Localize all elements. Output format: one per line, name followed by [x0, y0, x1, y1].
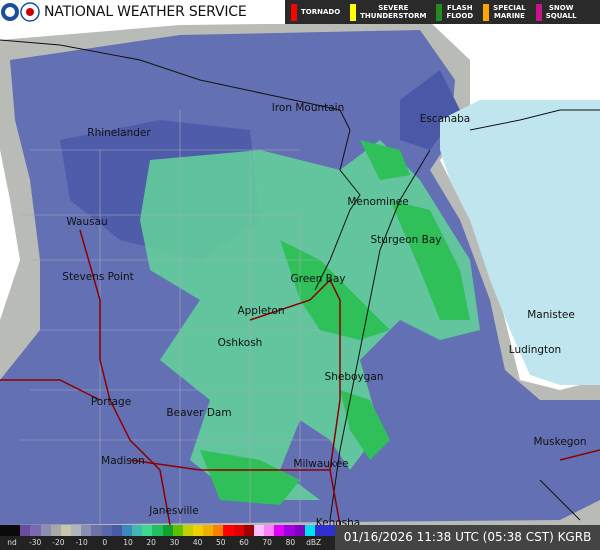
legend-item: FLASH FLOOD — [436, 3, 474, 21]
legend-item: SEVERE THUNDERSTORM — [350, 3, 427, 21]
city-label: Beaver Dam — [166, 407, 232, 419]
scale-tick: 20 — [146, 538, 156, 547]
legend-swatch — [350, 3, 357, 21]
scale-swatch — [10, 525, 21, 536]
city-label: Green Bay — [290, 273, 346, 285]
city-label: Iron Mountain — [271, 102, 345, 114]
scale-swatch — [0, 525, 11, 536]
scale-swatch — [162, 525, 173, 536]
city-label: Menominee — [347, 196, 409, 208]
legend-item: TORNADO — [291, 3, 341, 21]
scale-tick: 50 — [216, 538, 226, 547]
legend-label: FLASH FLOOD — [446, 4, 474, 20]
scale-swatch — [111, 525, 122, 536]
scale-tick: 40 — [192, 538, 203, 547]
scale-swatch — [264, 525, 275, 536]
legend-swatch — [535, 3, 542, 21]
scale-swatch — [223, 525, 234, 536]
header-title: NATIONAL WEATHER SERVICE — [44, 4, 247, 20]
scale-swatch — [30, 525, 41, 536]
city-label: Sheboygan — [324, 371, 384, 383]
city-label: Stevens Point — [62, 271, 134, 283]
scale-swatch — [192, 525, 204, 536]
city-label: Rhinelander — [87, 127, 151, 139]
warning-legend: TORNADO SEVERE THUNDERSTORM FLASH FLOOD SPE… — [285, 0, 600, 24]
scale-swatch — [121, 525, 133, 536]
scale-swatch — [182, 525, 193, 536]
city-label: Janesville — [149, 505, 199, 517]
scale-swatch — [81, 525, 92, 536]
scale-tick: 60 — [239, 538, 249, 547]
scale-swatch — [142, 525, 153, 536]
city-label: Manistee — [527, 309, 575, 321]
scale-swatch — [50, 525, 61, 536]
city-label: Sturgeon Bay — [370, 234, 442, 246]
scale-tick: 10 — [123, 538, 133, 547]
scale-swatch — [152, 525, 163, 536]
legend-swatch — [436, 3, 443, 21]
city-label: Muskegon — [533, 436, 587, 448]
scale-swatch — [40, 525, 51, 536]
city-label: Milwaukee — [293, 458, 349, 470]
scale-tick: nd — [7, 538, 17, 547]
scale-tick: 0 — [102, 538, 108, 547]
scale-swatch — [203, 525, 214, 536]
scale-swatch — [304, 525, 315, 536]
scale-tick: -10 — [75, 538, 88, 547]
city-label: Ludington — [508, 344, 562, 356]
scale-swatch — [314, 525, 325, 536]
scale-swatch — [20, 525, 31, 536]
scale-tick: 80 — [285, 538, 296, 547]
scale-swatch — [71, 525, 82, 536]
scale-swatch — [233, 525, 244, 536]
legend-label: SPECIAL MARINE — [493, 4, 526, 20]
noaa-nws-logo-icon — [1, 2, 40, 22]
scale-tick: -30 — [29, 538, 42, 547]
city-label: Appleton — [237, 305, 285, 317]
scale-swatch — [284, 525, 295, 536]
scale-swatch — [274, 525, 285, 536]
scale-swatch — [213, 525, 224, 536]
scale-swatch — [172, 525, 183, 536]
scale-swatch — [132, 525, 143, 536]
legend-swatch — [483, 3, 490, 21]
city-label: Wausau — [66, 216, 108, 228]
dbz-color-scale: nd -30 -20 -10 0 10 20 30 40 50 60 70 80 dBZ — [0, 525, 336, 550]
scale-tick: 70 — [262, 538, 272, 547]
scale-swatch — [91, 525, 102, 536]
scale-swatch — [253, 525, 265, 536]
legend-swatch — [291, 3, 297, 21]
city-label: Oshkosh — [217, 337, 263, 349]
city-label: Escanaba — [419, 113, 471, 125]
city-label: Portage — [90, 396, 132, 408]
scale-swatch — [243, 525, 254, 536]
scale-swatch — [101, 525, 112, 536]
scale-swatch — [294, 525, 305, 536]
city-label: Madison — [101, 455, 145, 467]
legend-label: TORNADO — [301, 8, 341, 16]
scale-swatch — [60, 525, 72, 536]
nws-header: NATIONAL WEATHER SERVICE — [0, 0, 285, 24]
legend-label: SNOW SQUALL — [545, 4, 577, 20]
legend-label: SEVERE THUNDERSTORM — [360, 4, 427, 20]
scale-tick: 30 — [169, 538, 180, 547]
timestamp: 01/16/2026 11:38 UTC (05:38 CST) KGRB — [335, 525, 600, 550]
legend-item: SPECIAL MARINE — [483, 3, 526, 21]
scale-tick: dBZ — [306, 538, 322, 547]
legend-item: SNOW SQUALL — [535, 3, 577, 21]
scale-tick: -20 — [52, 538, 65, 547]
scale-swatch — [325, 525, 336, 536]
